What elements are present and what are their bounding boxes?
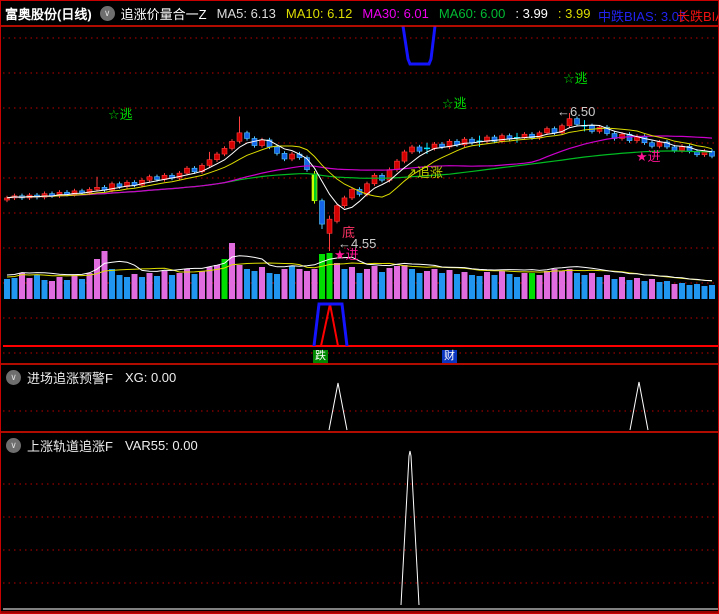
wealth-signal-badge: 财 bbox=[442, 350, 457, 363]
enter-marker-right: ★进 bbox=[636, 149, 661, 164]
escape-marker-2: ☆逃 bbox=[442, 96, 467, 111]
var55-panel-title[interactable]: 上涨轨道追涨F bbox=[27, 439, 113, 454]
ma-label-0: MA5: 6.13 bbox=[216, 6, 276, 21]
chevron-down-icon[interactable]: ∨ bbox=[99, 6, 115, 21]
ma-label-5: : 3.99 bbox=[557, 6, 591, 21]
ma-label-1: MA10: 6.12 bbox=[285, 6, 353, 21]
top-bar: 富奥股份(日线) ∨ 追涨价量合一Z MA5: 6.13 MA10: 6.12 MA… bbox=[1, 1, 718, 26]
right-indicator-label-1: 长跌BIA bbox=[677, 9, 718, 24]
ma-value-labels: MA5: 6.13 MA10: 6.12 MA30: 6.01 MA60: 6.00:… bbox=[217, 6, 601, 21]
ma-label-3: MA60: 6.00 bbox=[438, 6, 506, 21]
chase-up-marker: ↗追涨 bbox=[406, 165, 443, 180]
xg-panel-label: ∨ 进场追涨预警F XG: 0.00 bbox=[6, 368, 176, 387]
ma-label-2: MA30: 6.01 bbox=[362, 6, 429, 21]
stock-title: 富奥股份(日线) bbox=[5, 7, 92, 22]
enter-marker-bottom: ★进 bbox=[334, 247, 359, 262]
bottom-label: 底 bbox=[342, 225, 356, 240]
right-indicator-label-0: 中跌BIAS: 3.07 bbox=[598, 9, 687, 24]
escape-marker-3: ☆逃 bbox=[563, 71, 588, 86]
escape-marker-1: ☆逃 bbox=[108, 107, 133, 122]
ma-label-4: : 3.99 bbox=[515, 6, 548, 21]
indicator-title[interactable]: 追涨价量合一Z bbox=[120, 7, 207, 22]
bottom-price-label: ←4.55 bbox=[338, 236, 377, 251]
chevron-down-icon[interactable]: ∨ bbox=[6, 370, 21, 385]
peak-price-label: ←6.50 bbox=[557, 104, 596, 119]
xg-panel-value: XG: 0.00 bbox=[124, 370, 177, 385]
var55-panel-value: VAR55: 0.00 bbox=[124, 438, 198, 453]
var55-panel-label: ∨ 上涨轨道追涨F VAR55: 0.00 bbox=[6, 436, 198, 455]
down-signal-badge: 跌 bbox=[313, 350, 328, 363]
xg-panel-title[interactable]: 进场追涨预警F bbox=[27, 371, 113, 386]
chevron-down-icon[interactable]: ∨ bbox=[6, 438, 21, 453]
